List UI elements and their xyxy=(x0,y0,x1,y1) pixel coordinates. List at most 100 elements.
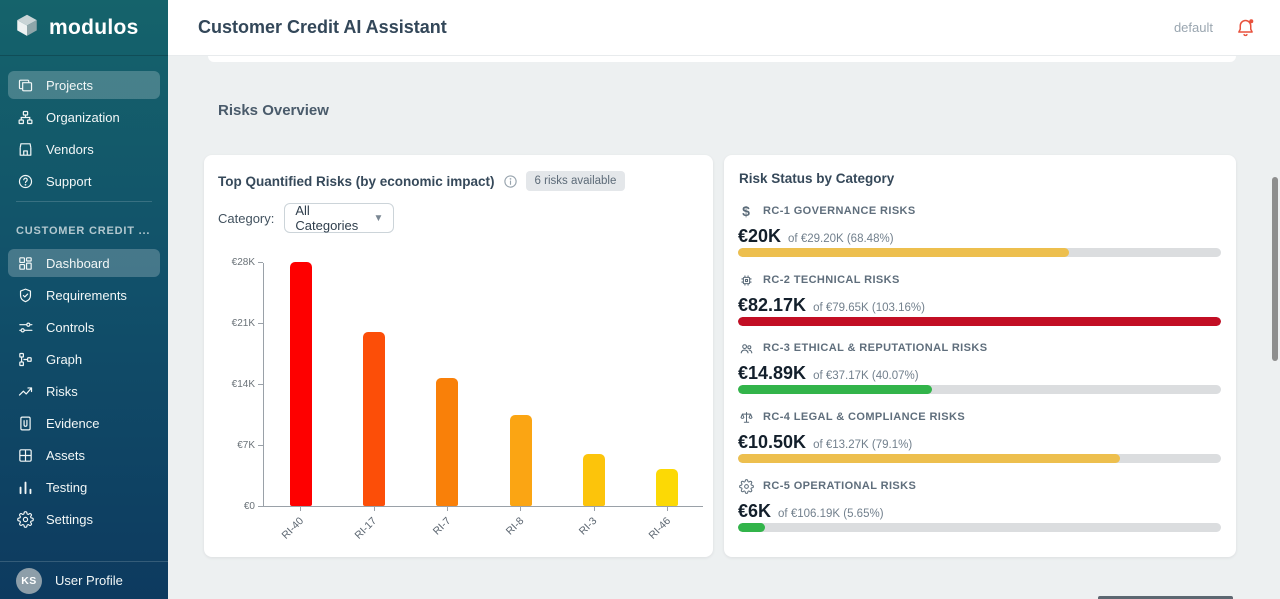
user-profile-label: User Profile xyxy=(55,573,123,588)
risk-category-row: RC-3 ETHICAL & REPUTATIONAL RISKS €14.89… xyxy=(738,340,1221,396)
sidebar-item-settings[interactable]: Settings xyxy=(8,505,160,533)
chart-bar[interactable] xyxy=(436,377,459,506)
risk-detail: of €106.19K (5.65%) xyxy=(778,508,884,520)
partial-element-bottom-edge xyxy=(1098,596,1233,599)
grid-icon xyxy=(16,446,34,464)
top-quantified-risks-card: Top Quantified Risks (by economic impact… xyxy=(204,155,713,557)
risk-category-label: RC-2 TECHNICAL RISKS xyxy=(763,274,900,286)
category-select-value: All Categories xyxy=(295,203,359,233)
risk-category-row: RC-4 LEGAL & COMPLIANCE RISKS €10.50K of… xyxy=(738,409,1221,465)
progress-fill xyxy=(738,454,1121,463)
progress-bar xyxy=(738,248,1221,257)
sidebar-item-risks[interactable]: Risks xyxy=(8,377,160,405)
sidebar-item-label: Graph xyxy=(46,351,83,367)
sidebar-item-graph[interactable]: Graph xyxy=(8,345,160,373)
shield-check-icon xyxy=(16,286,34,304)
risk-value: €10.50K xyxy=(738,432,807,452)
progress-bar xyxy=(738,317,1221,326)
sidebar-item-label: Settings xyxy=(46,511,93,527)
dashboard-icon xyxy=(16,254,34,272)
x-axis-label: RI-8 xyxy=(503,515,527,538)
sidebar-item-label: Vendors xyxy=(46,141,94,157)
sidebar-item-dashboard[interactable]: Dashboard xyxy=(8,249,160,277)
sidebar-item-evidence[interactable]: Evidence xyxy=(8,409,160,437)
progress-fill xyxy=(738,385,932,394)
sidebar-item-testing[interactable]: Testing xyxy=(8,473,160,501)
sidebar-item-label: Projects xyxy=(46,77,93,93)
sidebar-item-label: Controls xyxy=(46,319,95,335)
gear-icon xyxy=(16,510,34,528)
x-axis-label: RI-3 xyxy=(576,515,600,538)
risk-category-label: RC-1 GOVERNANCE RISKS xyxy=(763,205,916,217)
sidebar-item-controls[interactable]: Controls xyxy=(8,313,160,341)
sidebar-item-requirements[interactable]: Requirements xyxy=(8,281,160,309)
sidebar-item-label: Support xyxy=(46,173,92,189)
chart-bar[interactable] xyxy=(363,331,385,506)
x-axis-tick xyxy=(593,506,595,511)
x-axis-tick xyxy=(520,506,522,511)
sidebar-divider xyxy=(16,201,152,202)
chevron-down-icon: ▼ xyxy=(373,212,384,224)
y-axis-tick xyxy=(258,383,263,385)
y-axis-tick xyxy=(258,444,263,446)
progress-fill xyxy=(738,523,766,532)
sidebar-item-assets[interactable]: Assets xyxy=(8,441,160,469)
card-title: Top Quantified Risks (by economic impact… xyxy=(218,173,495,189)
sidebar-item-support[interactable]: Support xyxy=(8,167,160,195)
progress-fill xyxy=(738,317,1221,326)
x-axis-label: RI-17 xyxy=(352,515,380,542)
risk-value: €14.89K xyxy=(738,363,807,383)
gear-icon xyxy=(738,478,754,494)
sidebar-item-label: Organization xyxy=(46,109,120,125)
dollar-icon: $ xyxy=(742,203,750,219)
chip-icon xyxy=(738,272,754,288)
x-axis-label: RI-40 xyxy=(279,515,307,542)
risk-detail: of €29.20K (68.48%) xyxy=(788,233,894,245)
brand-logo[interactable]: modulos xyxy=(0,0,168,56)
risk-category-row: RC-2 TECHNICAL RISKS €82.17K of €79.65K … xyxy=(738,272,1221,328)
x-axis-label: RI-46 xyxy=(646,515,673,542)
cube-logo-icon xyxy=(14,12,40,43)
graph-icon xyxy=(16,350,34,368)
x-axis-label: RI-7 xyxy=(430,515,453,538)
chart-bar[interactable] xyxy=(583,453,605,506)
progress-bar xyxy=(738,523,1221,532)
risk-detail: of €79.65K (103.16%) xyxy=(813,302,925,314)
sidebar-item-organization[interactable]: Organization xyxy=(8,103,160,131)
sidebar-item-vendors[interactable]: Vendors xyxy=(8,135,160,163)
info-icon[interactable] xyxy=(503,174,518,189)
sidebar-item-label: Evidence xyxy=(46,415,100,431)
x-axis-tick xyxy=(300,506,302,511)
sidebar-item-projects[interactable]: Projects xyxy=(8,71,160,99)
chart-bar[interactable] xyxy=(656,469,679,506)
chart-bar[interactable] xyxy=(289,262,312,506)
sidebar: modulos Projects Organization Vendors Su… xyxy=(0,0,168,599)
category-label: Category: xyxy=(218,210,275,226)
brand-name: modulos xyxy=(49,15,139,39)
sidebar-item-label: Risks xyxy=(46,383,78,399)
risk-status-card: Risk Status by Category $ RC-1 GOVERNANC… xyxy=(724,155,1236,557)
card-title: Risk Status by Category xyxy=(739,171,895,186)
y-axis-tick-label: €28K xyxy=(231,257,255,268)
user-profile[interactable]: KS User Profile xyxy=(0,561,168,599)
risk-category-label: RC-4 LEGAL & COMPLIANCE RISKS xyxy=(763,411,966,423)
risk-category-label: RC-3 ETHICAL & REPUTATIONAL RISKS xyxy=(763,342,988,354)
people-icon xyxy=(738,340,754,356)
vertical-scrollbar-thumb[interactable] xyxy=(1272,177,1278,361)
scale-icon xyxy=(738,409,754,425)
chart-bar[interactable] xyxy=(509,414,532,506)
progress-bar xyxy=(738,454,1221,463)
section-title: Risks Overview xyxy=(218,102,329,119)
y-axis-tick xyxy=(258,261,263,263)
category-select[interactable]: All Categories ▼ xyxy=(284,203,395,233)
sidebar-section-label: CUSTOMER CREDIT ... xyxy=(16,225,151,237)
risk-detail: of €13.27K (79.1%) xyxy=(813,439,913,451)
bar-chart-plot: €0 €7K €14K €21K €28K RI-40 RI-17 RI-7 RI-8 RI-3 R… xyxy=(232,257,703,542)
progress-bar xyxy=(738,385,1221,394)
sitemap-icon xyxy=(16,108,34,126)
x-axis-tick xyxy=(446,506,448,511)
notification-bell-icon[interactable] xyxy=(1235,17,1256,38)
top-header: Customer Credit AI Assistant default xyxy=(168,0,1280,56)
page-title: Customer Credit AI Assistant xyxy=(198,17,447,37)
sidebar-item-label: Requirements xyxy=(46,287,127,303)
